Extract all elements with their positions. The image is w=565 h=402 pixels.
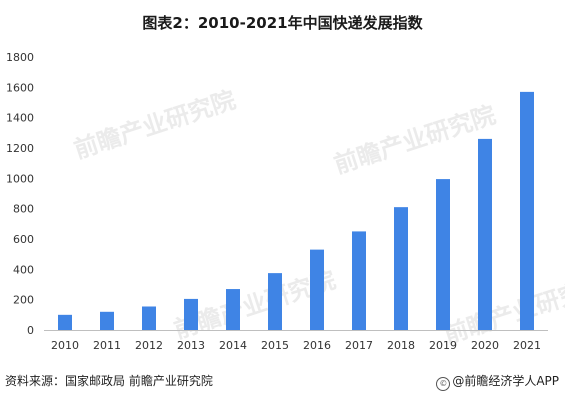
x-tick-label: 2017 xyxy=(345,339,373,352)
x-tick-label: 2012 xyxy=(135,339,163,352)
bar xyxy=(100,311,114,330)
bar xyxy=(184,298,198,330)
bar xyxy=(310,249,324,330)
x-tick-label: 2020 xyxy=(471,339,499,352)
bar xyxy=(142,306,156,330)
bar xyxy=(226,289,240,330)
copyright-circle-icon: © xyxy=(436,377,451,391)
footer: 资料来源：国家邮政局 前瞻产业研究院 © @前瞻经济学人APP xyxy=(0,372,565,392)
bar xyxy=(58,314,72,330)
chart-title: 图表2：2010-2021年中国快递发展指数 xyxy=(142,14,423,32)
bar xyxy=(394,207,408,330)
source-note: 资料来源：国家邮政局 前瞻产业研究院 xyxy=(5,374,213,388)
x-tick-label: 2018 xyxy=(387,339,415,352)
x-tick-label: 2010 xyxy=(51,339,79,352)
bar xyxy=(268,273,282,330)
brand-credit: © @前瞻经济学人APP xyxy=(436,372,559,391)
bar xyxy=(520,91,534,330)
x-tick-label: 2014 xyxy=(219,339,247,352)
y-tick-label: 800 xyxy=(13,203,34,216)
y-tick-label: 600 xyxy=(13,233,34,246)
bar xyxy=(352,231,366,330)
y-tick-label: 1200 xyxy=(6,142,34,155)
bar xyxy=(478,138,492,330)
y-tick-label: 1400 xyxy=(6,112,34,125)
y-tick-label: 1000 xyxy=(6,172,34,185)
bar xyxy=(436,179,450,330)
bar-chart: 0 200 400 600 800 1000 1200 1400 1600 1800 2010 201… xyxy=(6,51,548,352)
y-tick-label: 200 xyxy=(13,294,34,307)
x-tick-label: 2011 xyxy=(93,339,121,352)
x-tick-label: 2015 xyxy=(261,339,289,352)
y-tick-label: 400 xyxy=(13,263,34,276)
x-tick-label: 2019 xyxy=(429,339,457,352)
x-tick-label: 2016 xyxy=(303,339,331,352)
brand-label: @前瞻经济学人APP xyxy=(452,374,559,388)
y-tick-label: 1800 xyxy=(6,51,34,64)
x-tick-label: 2021 xyxy=(513,339,541,352)
y-tick-label: 1600 xyxy=(6,81,34,94)
x-tick-label: 2013 xyxy=(177,339,205,352)
y-tick-label: 0 xyxy=(27,324,34,337)
